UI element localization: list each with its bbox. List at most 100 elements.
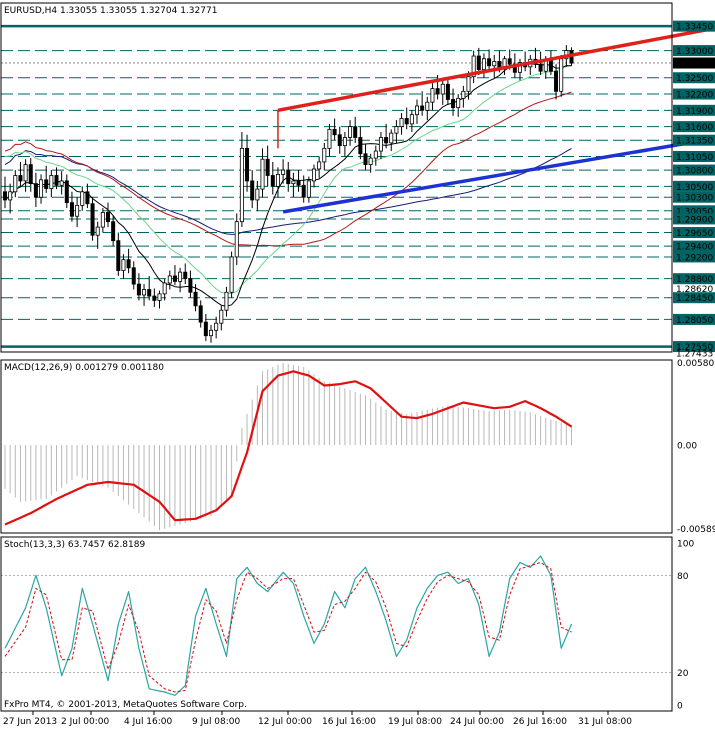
candle-body [342,137,347,147]
candle-body [245,147,250,182]
stoch-tick-label: 80 [677,572,689,582]
ma-green-line [4,64,572,294]
candle-body [90,203,95,236]
candle-body [296,180,301,186]
candle-body [281,169,286,175]
candle-body [147,289,152,297]
symbol-header: EURUSD,H4 1.33055 1.33055 1.32704 1.3277… [4,6,217,16]
candle-body [311,168,316,182]
candle-body [301,184,306,198]
price-label: 1.29650 [676,229,713,239]
candle-body [384,137,389,144]
candle-body [554,70,559,92]
time-tick-label: 16 Jul 16:00 [322,717,376,727]
time-tick-label: 4 Jul 16:00 [124,717,173,727]
candle-body [492,61,497,67]
price-label: 1.28620 [676,285,713,295]
price-label-box [673,134,715,146]
candle-body [337,134,342,147]
candle-body [548,59,553,72]
candle-body [178,271,183,282]
ma-red-line [4,91,572,247]
candle-body [435,88,440,95]
candle-body [451,99,456,109]
candle-body [353,126,358,138]
candle-body [100,212,105,228]
macd-tick-label: 0.00 [677,442,697,452]
candle-body [378,137,383,152]
price-label: 1.32200 [676,91,713,101]
macd-pane[interactable]: 0.005808 0.00 -0.005895 [4,359,715,535]
price-label: 1.28800 [676,275,713,285]
candle-body [559,58,564,92]
time-tick-label: 27 Jun 2013 [3,717,57,727]
price-label-box [673,104,715,116]
candle-body [167,275,172,284]
price-label-box [673,251,715,263]
candle-body [214,322,219,331]
candle-body [208,329,213,337]
candle-body [75,204,80,217]
candle-body [203,321,208,337]
candle-body [471,55,476,78]
candle-body [430,88,435,103]
candle-body [476,55,481,70]
macd-signal-line [4,370,573,526]
candle-body [136,283,141,296]
price-label-box [673,180,715,192]
price-label: 1.31350 [676,137,713,147]
macd-tick-label: -0.005895 [677,525,715,535]
candle-body [172,275,177,282]
candle-body [95,226,100,236]
candle-body [54,175,59,186]
price-label-box [673,227,715,239]
candle-body [445,83,450,100]
candle-body [286,169,291,185]
price-label: 1.31050 [676,153,713,163]
candle-body [389,132,394,144]
stoch-signal-line [4,561,572,693]
candle-body [59,180,64,186]
candle-body [44,179,49,189]
candle-body [306,180,311,198]
price-label-box [673,240,715,252]
candle-body [481,58,486,70]
price-label-box [673,341,715,353]
candle-body [131,267,136,285]
candle-body [162,282,167,295]
stoch-main-line [4,555,573,696]
price-label: 1.33450 [676,23,713,33]
price-label-box [673,273,715,285]
candle-body [404,118,409,125]
candle-body [440,83,445,95]
price-label-box [673,313,715,325]
candle-body [33,183,38,198]
candle-body [275,174,280,187]
candle-body [111,221,116,242]
price-label-box [673,205,715,217]
ma-navy-line [4,148,572,235]
pane-frame [0,536,673,712]
stoch-tick-label: 20 [677,669,689,679]
stoch-pane[interactable]: 100 80 20 0 [1,540,694,712]
candle-body [116,240,121,271]
copyright-text: FxPro MT4, © 2001-2013, MetaQuotes Softw… [4,700,247,710]
price-label: 1.30300 [676,194,713,204]
price-label-box [673,292,715,304]
stoch-header: Stoch(13,3,3) 63.7457 62.8189 [4,540,145,550]
candle-body [456,97,461,109]
price-label: 1.30800 [676,167,713,177]
price-pane[interactable]: 1.33450 1.33000 1.32500 1.32200 1.31900 1.316… [1,20,715,360]
current-price-badge [673,57,715,69]
candle-body [518,62,523,73]
price-label: 1.27433 [676,349,713,359]
candle-body [414,105,419,116]
price-label-box [673,88,715,100]
candle-body [121,259,126,271]
candle-body [23,164,28,182]
candle-body [420,105,425,111]
candle-body [332,128,337,136]
candle-body [250,180,255,201]
candle-body [358,137,363,155]
